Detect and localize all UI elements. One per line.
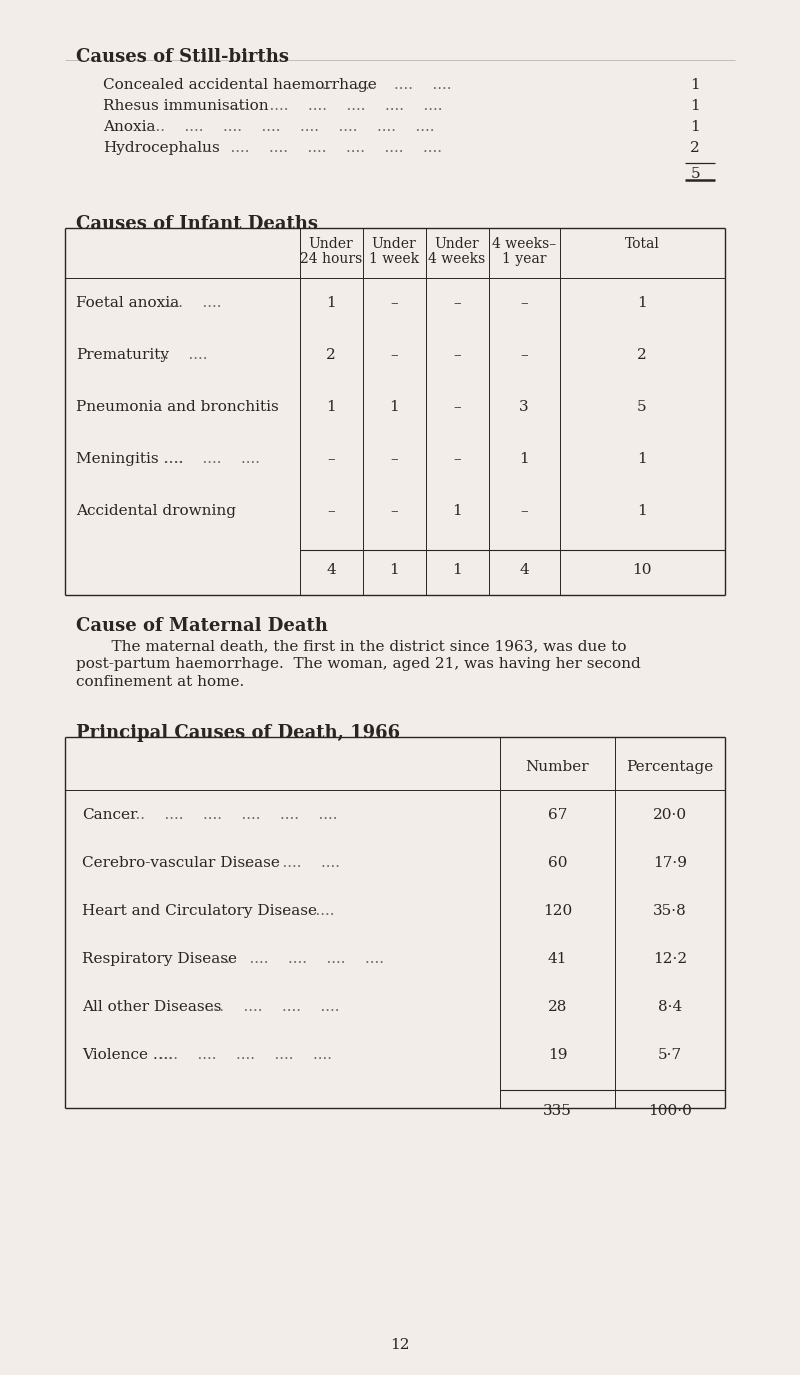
Text: –: –	[390, 505, 398, 518]
Text: 20·0: 20·0	[653, 808, 687, 822]
Text: ....    ....    ....    ....    ....    ....    ....    ....: .... .... .... .... .... .... .... ....	[146, 120, 435, 133]
Text: 10: 10	[632, 562, 652, 578]
Text: Causes of Still-births: Causes of Still-births	[76, 48, 289, 66]
Text: ....    ....    ....    ....: .... .... .... ....	[317, 78, 451, 92]
Text: 1 week: 1 week	[369, 252, 419, 265]
Text: 1: 1	[326, 400, 336, 414]
Text: 60: 60	[548, 857, 567, 870]
Text: 120: 120	[543, 903, 572, 918]
Text: ....    ....    ....    ....    ....: .... .... .... .... ....	[158, 1048, 332, 1062]
Text: 1: 1	[637, 296, 647, 309]
Text: post-partum haemorrhage.  The woman, aged 21, was having her second: post-partum haemorrhage. The woman, aged…	[76, 657, 641, 671]
Text: Heart and Circulatory Disease: Heart and Circulatory Disease	[82, 903, 317, 918]
Text: ....    ....: .... ....	[278, 903, 335, 918]
Text: 4 weeks–: 4 weeks–	[492, 236, 556, 252]
Text: Concealed accidental haemorrhage: Concealed accidental haemorrhage	[103, 78, 377, 92]
Text: 2: 2	[690, 142, 700, 155]
Text: 12: 12	[390, 1338, 410, 1352]
Text: Cancer: Cancer	[82, 808, 138, 822]
Text: 2: 2	[637, 348, 647, 362]
Text: ....: ....	[202, 505, 222, 518]
Text: 1 year: 1 year	[502, 252, 546, 265]
Text: Pneumonia and bronchitis: Pneumonia and bronchitis	[76, 400, 278, 414]
Text: Under: Under	[309, 236, 354, 252]
Text: Prematurity: Prematurity	[76, 348, 169, 362]
Text: 12·2: 12·2	[653, 951, 687, 967]
Text: 4: 4	[326, 562, 336, 578]
Text: Total: Total	[625, 236, 659, 252]
Text: The maternal death, the first in the district since 1963, was due to: The maternal death, the first in the dis…	[92, 639, 626, 653]
Text: –: –	[520, 296, 528, 309]
Text: 1: 1	[519, 452, 529, 466]
Text: ....    ....    ....    ....    ....    ....    ....: .... .... .... .... .... .... ....	[192, 142, 442, 155]
Text: –: –	[453, 400, 461, 414]
Text: 19: 19	[548, 1048, 567, 1062]
Text: 17·9: 17·9	[653, 857, 687, 870]
Text: 2: 2	[326, 348, 336, 362]
Text: 41: 41	[548, 951, 567, 967]
Text: Cause of Maternal Death: Cause of Maternal Death	[76, 617, 328, 635]
Text: 5: 5	[690, 166, 700, 182]
Text: Meningitis ….: Meningitis ….	[76, 452, 183, 466]
Text: –: –	[453, 348, 461, 362]
Text: ....    ....    ....    ....    ....    ....: .... .... .... .... .... ....	[231, 99, 443, 113]
Text: –: –	[453, 296, 461, 309]
Text: ....    ....    ....    ....: .... .... .... ....	[205, 1000, 339, 1013]
Text: Under: Under	[372, 236, 416, 252]
Text: Accidental drowning: Accidental drowning	[76, 505, 236, 518]
Text: Under: Under	[434, 236, 479, 252]
Text: ....    ....: .... ....	[163, 296, 221, 309]
Text: 1: 1	[690, 78, 700, 92]
Text: Foetal anoxia: Foetal anoxia	[76, 296, 179, 309]
Text: –: –	[390, 348, 398, 362]
Text: 4 weeks: 4 weeks	[428, 252, 486, 265]
Text: 1: 1	[690, 120, 700, 133]
Text: 1: 1	[389, 562, 399, 578]
Text: ....    ....    ....    ....    ....    ....: .... .... .... .... .... ....	[126, 808, 337, 822]
Text: 28: 28	[548, 1000, 567, 1013]
Text: Causes of Infant Deaths: Causes of Infant Deaths	[76, 214, 318, 232]
Text: Number: Number	[526, 760, 590, 774]
Text: All other Diseases: All other Diseases	[82, 1000, 222, 1013]
Text: 1: 1	[452, 505, 462, 518]
Text: 1: 1	[637, 452, 647, 466]
Text: 67: 67	[548, 808, 567, 822]
Text: confinement at home.: confinement at home.	[76, 675, 244, 689]
Text: –: –	[390, 452, 398, 466]
Text: Violence ….: Violence ….	[82, 1048, 173, 1062]
Text: Respiratory Disease: Respiratory Disease	[82, 951, 237, 967]
Text: ....    ....    ....    ....    ....: .... .... .... .... ....	[211, 951, 384, 967]
Text: 5: 5	[637, 400, 647, 414]
Text: Anoxia: Anoxia	[103, 120, 155, 133]
Text: ....    ....    ....: .... .... ....	[245, 857, 341, 870]
Text: 1: 1	[637, 505, 647, 518]
Text: 1: 1	[452, 562, 462, 578]
Text: –: –	[453, 452, 461, 466]
Text: –: –	[520, 505, 528, 518]
Text: 1: 1	[326, 296, 336, 309]
Text: –: –	[327, 452, 335, 466]
Text: 24 hours: 24 hours	[300, 252, 362, 265]
Text: 4: 4	[519, 562, 529, 578]
Text: ....    ....: .... ....	[150, 348, 208, 362]
Text: Principal Causes of Death, 1966: Principal Causes of Death, 1966	[76, 725, 400, 742]
Text: 100·0: 100·0	[648, 1104, 692, 1118]
Text: 35·8: 35·8	[653, 903, 687, 918]
Text: 3: 3	[519, 400, 529, 414]
Text: 1: 1	[389, 400, 399, 414]
Text: ....    ....    ....: .... .... ....	[163, 452, 259, 466]
Text: 1: 1	[690, 99, 700, 113]
Text: –: –	[327, 505, 335, 518]
Text: 8·4: 8·4	[658, 1000, 682, 1013]
Text: Hydrocephalus: Hydrocephalus	[103, 142, 220, 155]
Text: Cerebro-vascular Disease: Cerebro-vascular Disease	[82, 857, 280, 870]
Text: Rhesus immunisation: Rhesus immunisation	[103, 99, 269, 113]
Text: 5·7: 5·7	[658, 1048, 682, 1062]
Text: 335: 335	[543, 1104, 572, 1118]
Text: –: –	[520, 348, 528, 362]
Text: –: –	[390, 296, 398, 309]
Text: Percentage: Percentage	[626, 760, 714, 774]
